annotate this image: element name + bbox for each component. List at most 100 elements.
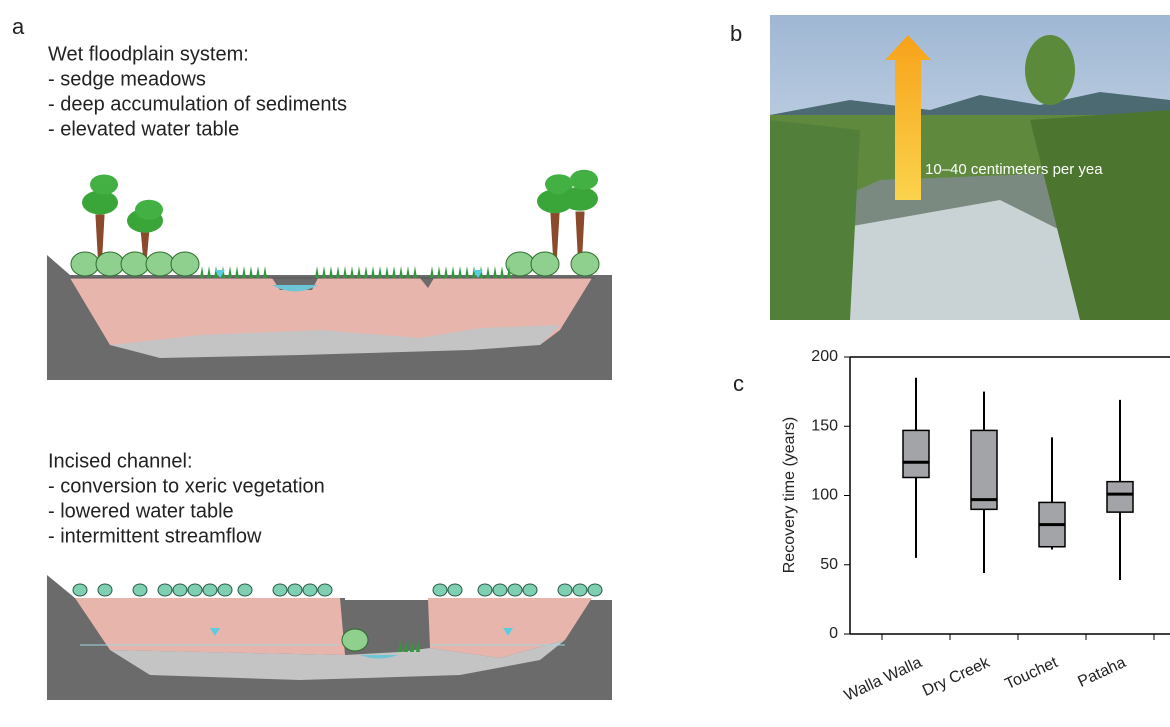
grass	[465, 266, 469, 278]
grass	[392, 266, 396, 278]
box	[903, 430, 929, 477]
canopy	[562, 187, 598, 211]
xeric-shrub	[318, 584, 332, 596]
grass	[249, 266, 253, 278]
xeric-shrub	[493, 584, 507, 596]
panel-label: b	[730, 21, 742, 46]
list-item: - sedge meadows	[48, 68, 206, 90]
grass	[235, 266, 239, 278]
shrub	[171, 252, 199, 276]
y-axis-title: Recovery time (years)	[781, 417, 798, 573]
grass	[207, 266, 211, 278]
canopy	[135, 200, 163, 220]
grass	[451, 266, 455, 278]
grass	[315, 266, 319, 278]
xeric-shrub	[508, 584, 522, 596]
xeric-shrub	[288, 584, 302, 596]
y-tick-label: 150	[811, 417, 838, 434]
x-tick-label: Touchet	[1002, 654, 1060, 693]
xeric-shrub	[573, 584, 587, 596]
list-item: - conversion to xeric vegetation	[48, 475, 325, 497]
grass	[406, 266, 410, 278]
xeric-shrub	[558, 584, 572, 596]
xeric-shrub	[158, 584, 172, 596]
grass	[322, 266, 326, 278]
grass	[263, 266, 267, 278]
grass	[256, 266, 260, 278]
wet-text: Wet floodplain system: - sedge meadows -…	[48, 43, 347, 140]
shrub	[506, 252, 534, 276]
grass	[444, 266, 448, 278]
grass	[228, 266, 232, 278]
y-tick-label: 100	[811, 487, 838, 504]
canopy	[82, 191, 118, 215]
grass	[493, 266, 497, 278]
xeric-shrub	[238, 584, 252, 596]
vegetation	[71, 170, 602, 652]
grass	[364, 266, 368, 278]
canopy	[570, 170, 598, 190]
y-tick-label: 0	[829, 625, 838, 642]
xeric-shrub	[173, 584, 187, 596]
xeric-shrub	[73, 584, 87, 596]
grass	[399, 266, 403, 278]
grass	[385, 266, 389, 278]
grass	[242, 266, 246, 278]
shrub	[571, 252, 599, 276]
panel-label: a	[12, 14, 25, 39]
xeric-shrub	[433, 584, 447, 596]
grass	[329, 266, 333, 278]
x-tick-label: Pataha	[1075, 654, 1128, 691]
grass	[200, 266, 204, 278]
y-tick-label: 200	[811, 348, 838, 365]
xeric-shrub	[273, 584, 287, 596]
xeric-shrub	[448, 584, 462, 596]
shrub	[96, 252, 124, 276]
canopy	[90, 175, 118, 195]
grass	[350, 266, 354, 278]
xeric-shrub	[218, 584, 232, 596]
grass	[357, 266, 361, 278]
x-tick-label: Dry Creek	[920, 654, 993, 700]
xeric-shrub	[203, 584, 217, 596]
box	[971, 430, 997, 509]
list-item: - deep accumulation of sediments	[48, 93, 347, 115]
shrub	[71, 252, 99, 276]
xeric-shrub	[588, 584, 602, 596]
shrub	[146, 252, 174, 276]
list-item: - intermittent streamflow	[48, 525, 262, 547]
heading: Wet floodplain system:	[48, 43, 249, 65]
sediment	[75, 598, 345, 655]
photo: 10–40 centimeters per yea	[770, 15, 1170, 320]
x-tick-label: Walla Walla	[842, 654, 925, 705]
y-tick-label: 50	[820, 556, 838, 573]
shrub	[531, 252, 559, 276]
grass	[371, 266, 375, 278]
xeric-shrub	[133, 584, 147, 596]
grass	[343, 266, 347, 278]
grass	[336, 266, 340, 278]
grass	[486, 266, 490, 278]
xeric-shrub	[188, 584, 202, 596]
xeric-shrub	[303, 584, 317, 596]
list-item: - lowered water table	[48, 500, 234, 522]
grass	[378, 266, 382, 278]
grass	[430, 266, 434, 278]
xeric-shrub	[98, 584, 112, 596]
shrub	[342, 629, 368, 651]
incised-text: Incised channel: - conversion to xeric v…	[48, 450, 325, 547]
grass	[458, 266, 462, 278]
grass	[500, 266, 504, 278]
xeric-shrub	[523, 584, 537, 596]
grass	[437, 266, 441, 278]
box	[1107, 482, 1133, 512]
list-item: - elevated water table	[48, 118, 239, 140]
panel-label: c	[733, 371, 744, 396]
arrow-label: 10–40 centimeters per yea	[925, 161, 1103, 178]
figure: a b c Wet floodplain system: - sedge mea…	[0, 0, 1170, 727]
heading: Incised channel:	[48, 450, 193, 472]
xeric-shrub	[478, 584, 492, 596]
shrub	[121, 252, 149, 276]
grass	[413, 266, 417, 278]
